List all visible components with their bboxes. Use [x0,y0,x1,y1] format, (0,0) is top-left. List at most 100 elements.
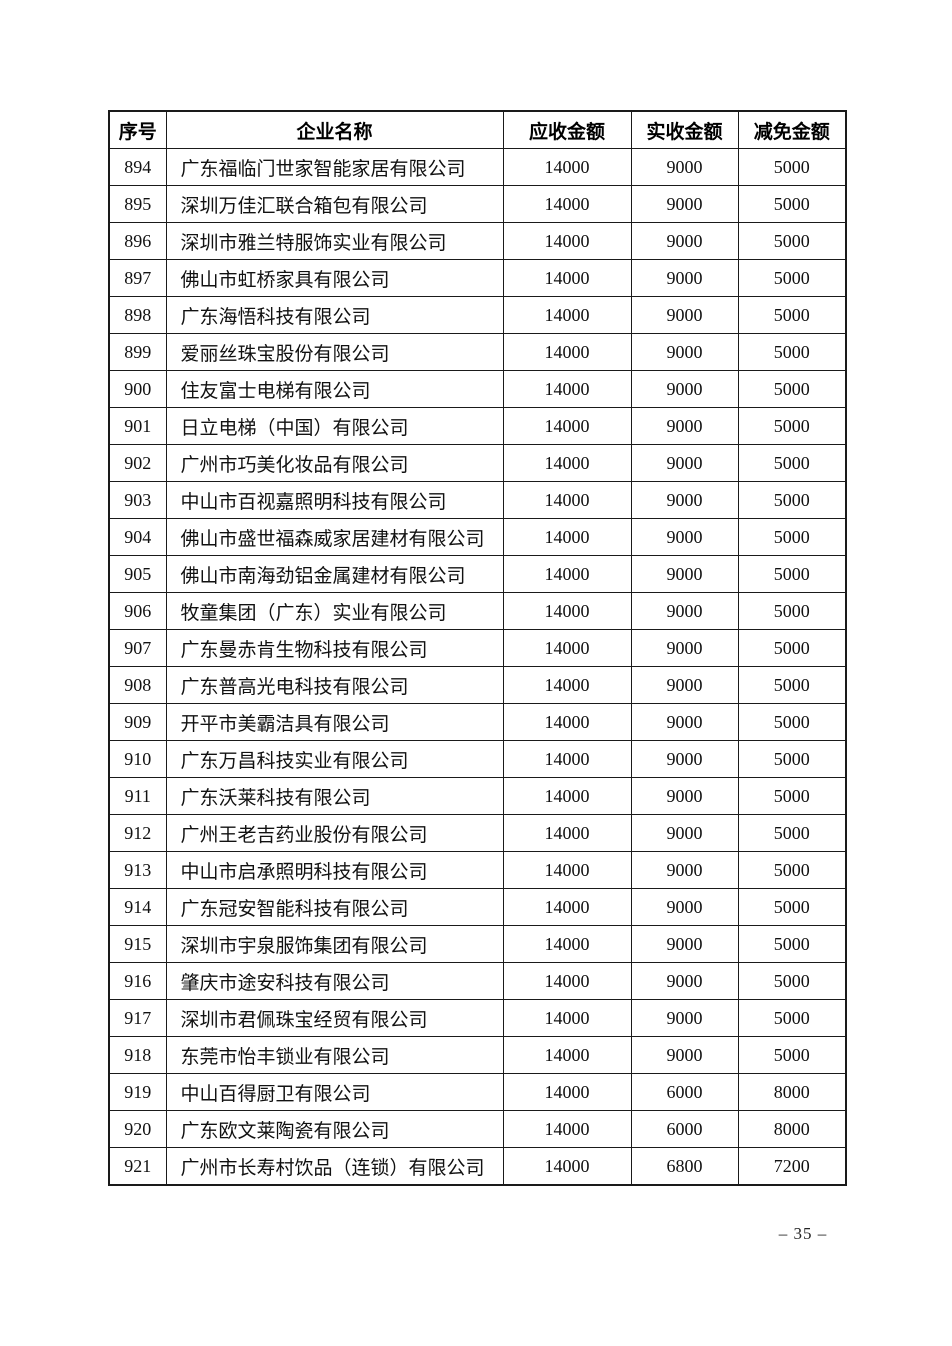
cell-name: 牧童集团（广东）实业有限公司 [165,592,504,630]
cell-name: 中山市启承照明科技有限公司 [165,851,504,889]
table-row: 895 深圳万佳汇联合箱包有限公司 14000 9000 5000 [108,185,847,223]
cell-name: 广东万昌科技实业有限公司 [165,740,504,778]
table-row: 916 肇庆市途安科技有限公司 14000 9000 5000 [108,962,847,1000]
cell-received: 9000 [630,148,739,186]
cell-name: 广州市巧美化妆品有限公司 [165,444,504,482]
cell-receivable: 14000 [502,185,632,223]
cell-receivable: 14000 [502,481,632,519]
cell-name: 广东普高光电科技有限公司 [165,666,504,704]
table-row: 912 广州王老吉药业股份有限公司 14000 9000 5000 [108,814,847,852]
cell-reduction: 5000 [737,222,847,260]
cell-receivable: 14000 [502,851,632,889]
cell-receivable: 14000 [502,962,632,1000]
cell-received: 6000 [630,1110,739,1148]
table-row: 914 广东冠安智能科技有限公司 14000 9000 5000 [108,888,847,926]
cell-no: 914 [108,888,167,926]
cell-receivable: 14000 [502,370,632,408]
cell-received: 9000 [630,962,739,1000]
cell-reduction: 5000 [737,370,847,408]
cell-no: 919 [108,1073,167,1111]
cell-received: 9000 [630,888,739,926]
cell-no: 899 [108,333,167,371]
header-row: 序号 企业名称 应收金额 实收金额 减免金额 [108,110,847,149]
cell-reduction: 5000 [737,481,847,519]
cell-no: 917 [108,999,167,1037]
table-row: 905 佛山市南海劲铝金属建材有限公司 14000 9000 5000 [108,555,847,593]
column-header-2: 应收金额 [502,110,632,149]
cell-name: 佛山市虹桥家具有限公司 [165,259,504,297]
cell-received: 9000 [630,259,739,297]
cell-no: 912 [108,814,167,852]
cell-received: 9000 [630,703,739,741]
cell-no: 905 [108,555,167,593]
cell-reduction: 5000 [737,259,847,297]
cell-received: 9000 [630,592,739,630]
table-row: 913 中山市启承照明科技有限公司 14000 9000 5000 [108,851,847,889]
cell-receivable: 14000 [502,407,632,445]
cell-name: 爱丽丝珠宝股份有限公司 [165,333,504,371]
cell-received: 9000 [630,370,739,408]
cell-reduction: 5000 [737,925,847,963]
table-row: 901 日立电梯（中国）有限公司 14000 9000 5000 [108,407,847,445]
cell-no: 911 [108,777,167,815]
cell-received: 9000 [630,814,739,852]
cell-reduction: 5000 [737,518,847,556]
cell-name: 佛山市南海劲铝金属建材有限公司 [165,555,504,593]
table-row: 907 广东曼赤肯生物科技有限公司 14000 9000 5000 [108,629,847,667]
column-header-3: 实收金额 [630,110,739,149]
cell-no: 901 [108,407,167,445]
cell-name: 肇庆市途安科技有限公司 [165,962,504,1000]
cell-received: 9000 [630,925,739,963]
page-number: – 35 – [778,1224,828,1243]
cell-received: 9000 [630,185,739,223]
cell-receivable: 14000 [502,925,632,963]
cell-receivable: 14000 [502,518,632,556]
cell-received: 9000 [630,296,739,334]
table-header: 序号 企业名称 应收金额 实收金额 减免金额 [108,110,847,149]
cell-no: 910 [108,740,167,778]
table-row: 897 佛山市虹桥家具有限公司 14000 9000 5000 [108,259,847,297]
table-row: 906 牧童集团（广东）实业有限公司 14000 9000 5000 [108,592,847,630]
table-row: 896 深圳市雅兰特服饰实业有限公司 14000 9000 5000 [108,222,847,260]
cell-no: 913 [108,851,167,889]
cell-received: 9000 [630,999,739,1037]
cell-no: 916 [108,962,167,1000]
cell-receivable: 14000 [502,222,632,260]
table-row: 903 中山市百视嘉照明科技有限公司 14000 9000 5000 [108,481,847,519]
cell-receivable: 14000 [502,333,632,371]
cell-reduction: 5000 [737,185,847,223]
cell-received: 6800 [630,1147,739,1186]
fee-reduction-table: 序号 企业名称 应收金额 实收金额 减免金额 894 广东福临门世家智能家居有限公司 140… [108,110,847,1186]
cell-reduction: 5000 [737,999,847,1037]
cell-receivable: 14000 [502,592,632,630]
table-row: 920 广东欧文莱陶瓷有限公司 14000 6000 8000 [108,1110,847,1148]
table-row: 900 住友富士电梯有限公司 14000 9000 5000 [108,370,847,408]
cell-reduction: 5000 [737,296,847,334]
cell-receivable: 14000 [502,259,632,297]
cell-receivable: 14000 [502,1036,632,1074]
cell-reduction: 8000 [737,1073,847,1111]
cell-no: 920 [108,1110,167,1148]
cell-name: 广州市长寿村饮品（连锁）有限公司 [165,1147,504,1186]
cell-receivable: 14000 [502,666,632,704]
table-row: 898 广东海悟科技有限公司 14000 9000 5000 [108,296,847,334]
cell-name: 广东曼赤肯生物科技有限公司 [165,629,504,667]
cell-reduction: 5000 [737,777,847,815]
cell-no: 898 [108,296,167,334]
cell-received: 9000 [630,1036,739,1074]
cell-reduction: 5000 [737,592,847,630]
cell-receivable: 14000 [502,1073,632,1111]
cell-reduction: 5000 [737,407,847,445]
cell-received: 9000 [630,777,739,815]
cell-reduction: 5000 [737,555,847,593]
cell-received: 9000 [630,851,739,889]
column-header-4: 减免金额 [737,110,847,149]
cell-receivable: 14000 [502,740,632,778]
cell-reduction: 5000 [737,666,847,704]
column-header-1: 企业名称 [165,110,504,149]
cell-no: 895 [108,185,167,223]
cell-name: 广东海悟科技有限公司 [165,296,504,334]
cell-no: 897 [108,259,167,297]
cell-no: 896 [108,222,167,260]
